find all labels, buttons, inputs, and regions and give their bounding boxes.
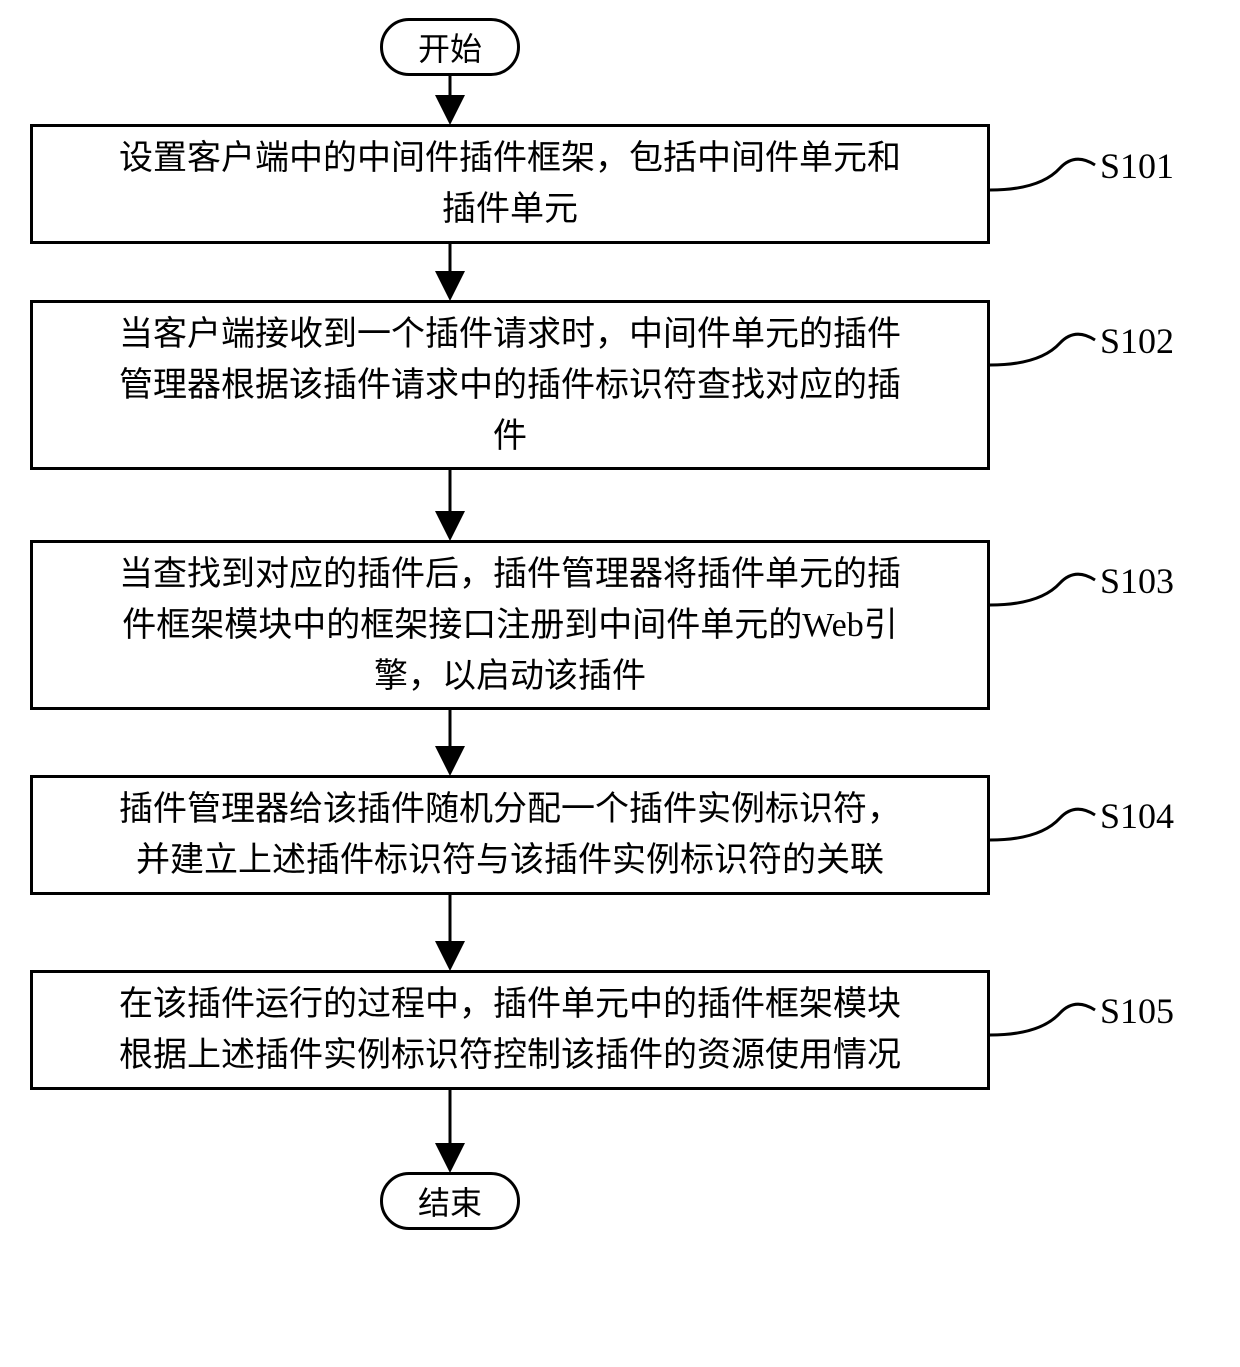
step-label-s104: S104 <box>1100 795 1174 837</box>
process-s102: 当客户端接收到一个插件请求时，中间件单元的插件 管理器根据该插件请求中的插件标识… <box>30 300 990 470</box>
process-s105-text: 在该插件运行的过程中，插件单元中的插件框架模块 根据上述插件实例标识符控制该插件… <box>119 979 901 1081</box>
label-connector-s105 <box>990 1004 1095 1035</box>
end-node: 结束 <box>380 1172 520 1230</box>
start-node: 开始 <box>380 18 520 76</box>
label-connector-s104 <box>990 809 1095 840</box>
flowchart-container: 开始 设置客户端中的中间件插件框架，包括中间件单元和 插件单元 S101 当客户… <box>0 0 1240 1367</box>
label-connector-s102 <box>990 334 1095 365</box>
process-s103-text: 当查找到对应的插件后，插件管理器将插件单元的插 件框架模块中的框架接口注册到中间… <box>119 549 901 702</box>
process-s103: 当查找到对应的插件后，插件管理器将插件单元的插 件框架模块中的框架接口注册到中间… <box>30 540 990 710</box>
step-label-s105: S105 <box>1100 990 1174 1032</box>
label-connector-s103 <box>990 574 1095 605</box>
label-connector-s101 <box>990 159 1095 190</box>
process-s105: 在该插件运行的过程中，插件单元中的插件框架模块 根据上述插件实例标识符控制该插件… <box>30 970 990 1090</box>
step-label-s102: S102 <box>1100 320 1174 362</box>
step-label-s101: S101 <box>1100 145 1174 187</box>
process-s102-text: 当客户端接收到一个插件请求时，中间件单元的插件 管理器根据该插件请求中的插件标识… <box>119 309 901 462</box>
start-label: 开始 <box>418 24 482 70</box>
process-s104: 插件管理器给该插件随机分配一个插件实例标识符， 并建立上述插件标识符与该插件实例… <box>30 775 990 895</box>
process-s104-text: 插件管理器给该插件随机分配一个插件实例标识符， 并建立上述插件标识符与该插件实例… <box>119 784 901 886</box>
process-s101-text: 设置客户端中的中间件插件框架，包括中间件单元和 插件单元 <box>119 133 901 235</box>
step-label-s103: S103 <box>1100 560 1174 602</box>
process-s101: 设置客户端中的中间件插件框架，包括中间件单元和 插件单元 <box>30 124 990 244</box>
end-label: 结束 <box>418 1178 482 1224</box>
